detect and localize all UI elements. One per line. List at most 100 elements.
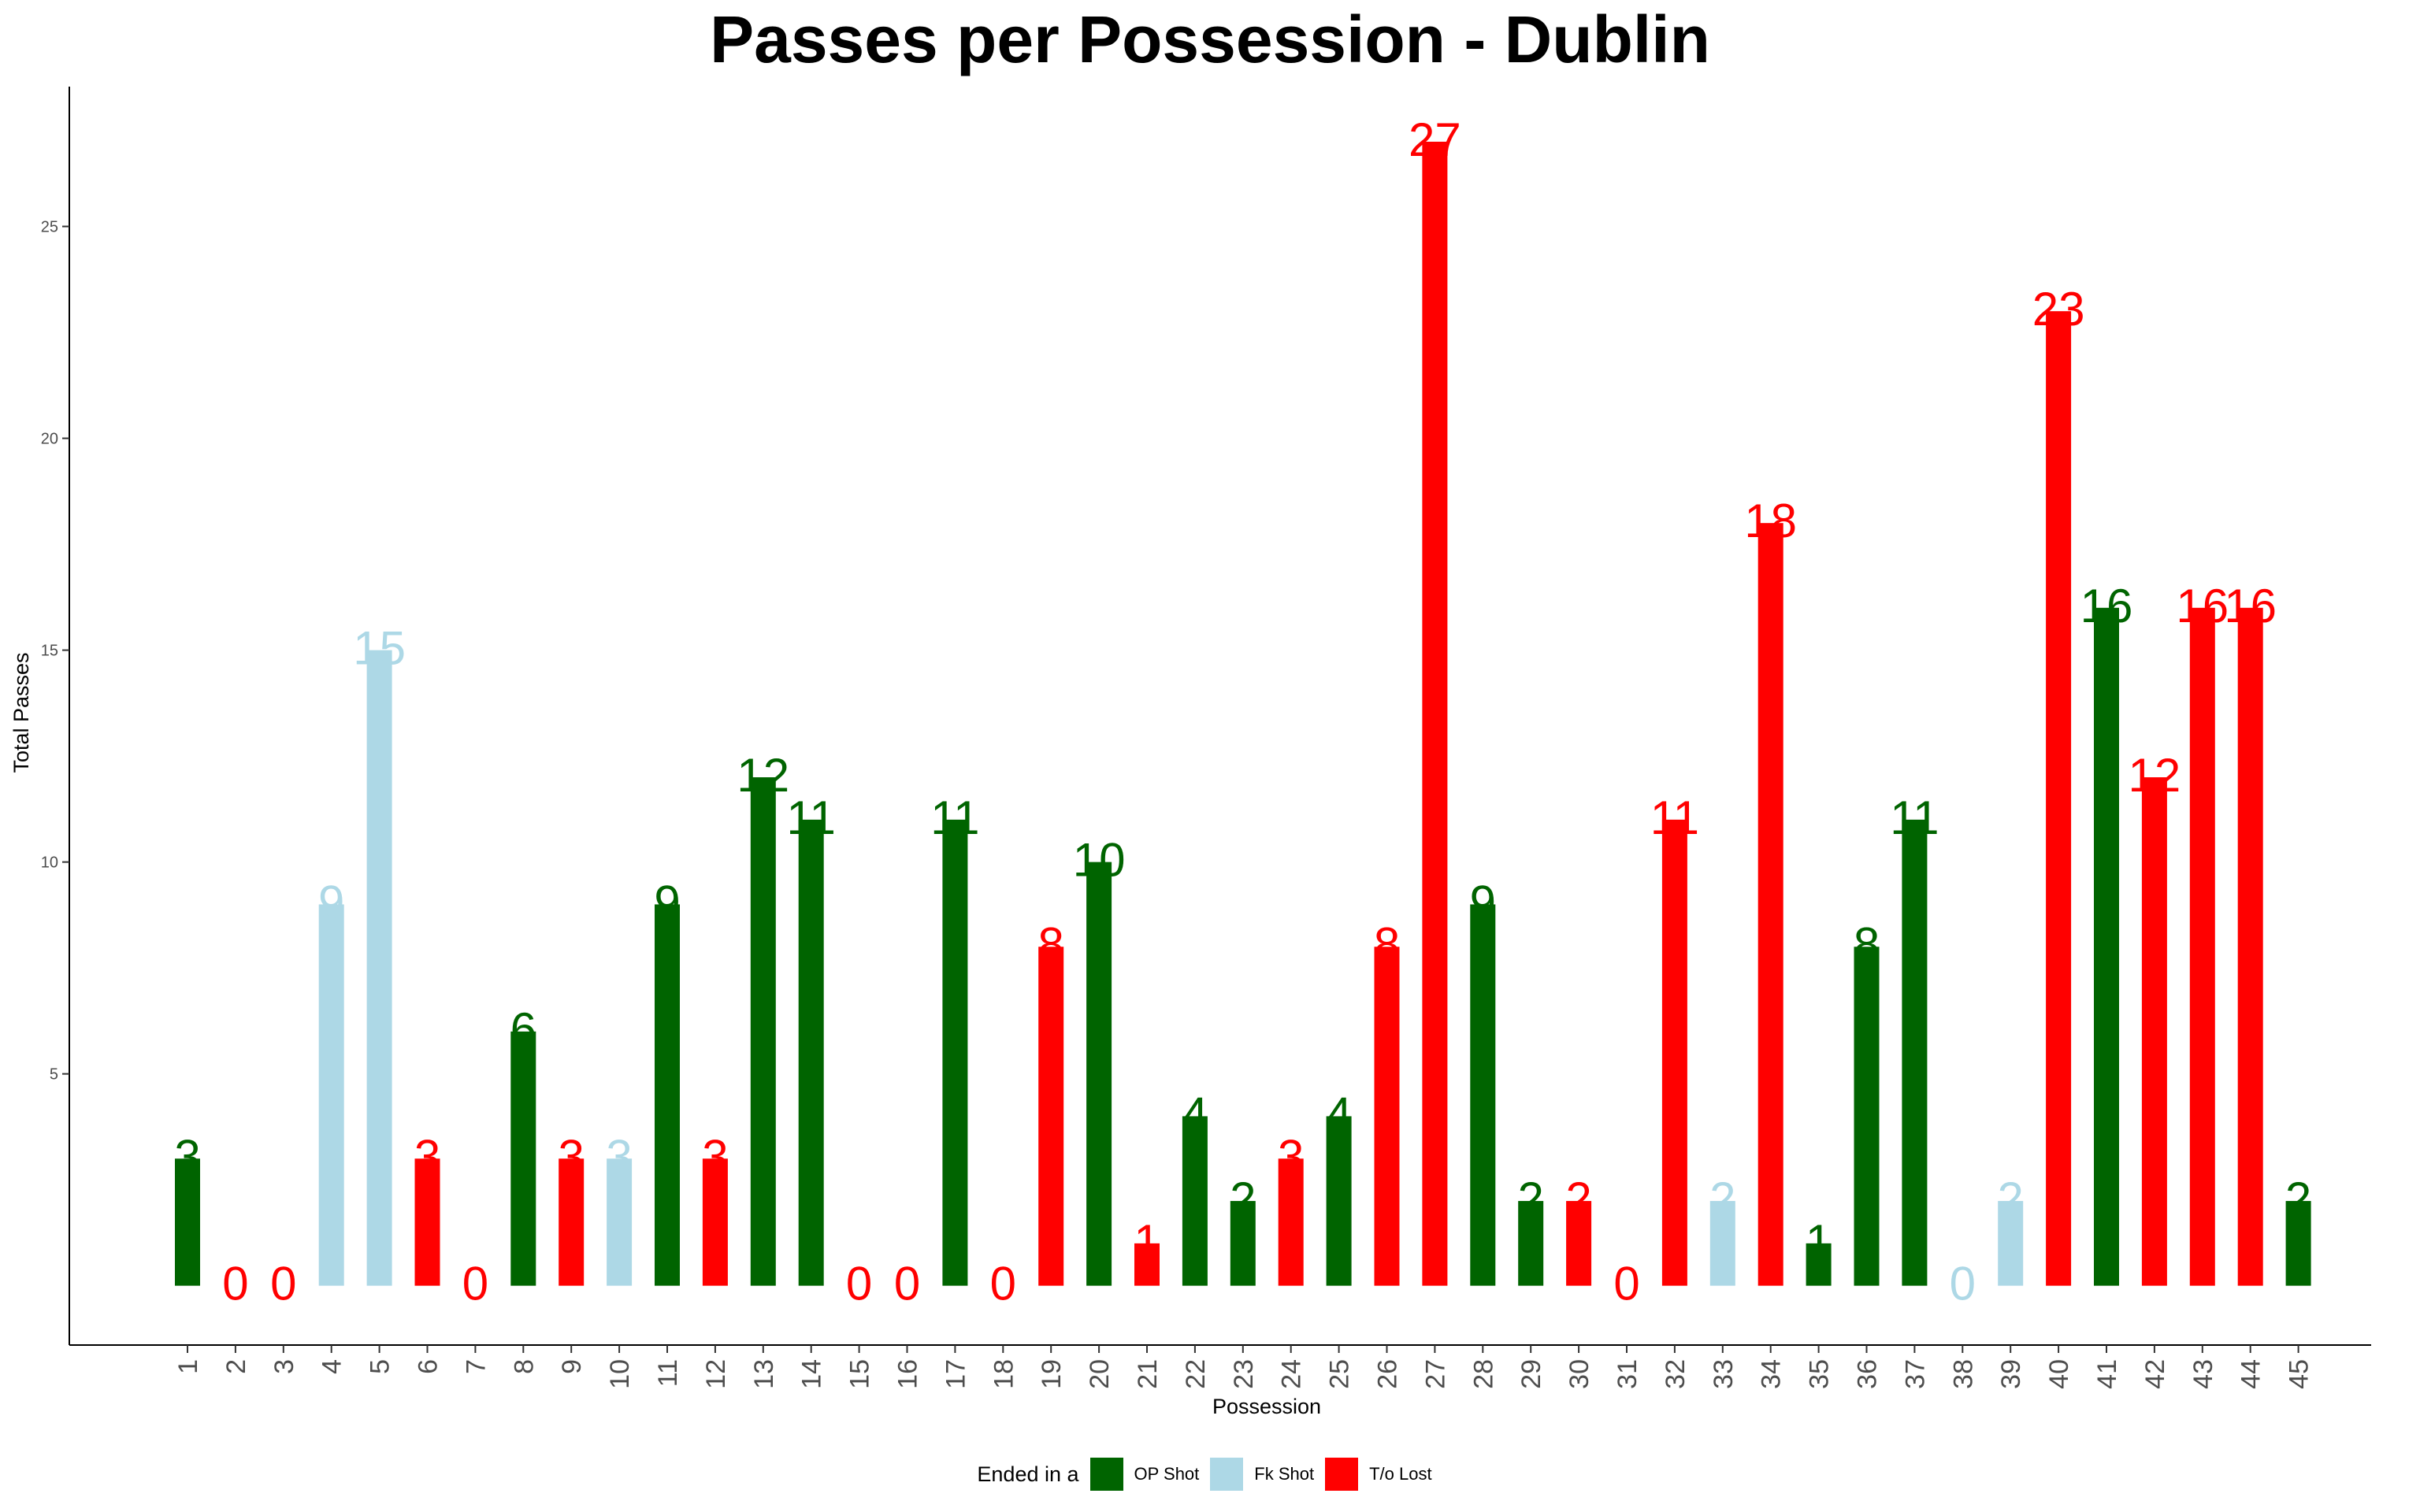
x-tick-label: 12 <box>701 1359 731 1389</box>
x-tick-label: 4 <box>317 1359 347 1374</box>
x-tick-label: 28 <box>1468 1359 1498 1389</box>
legend-swatch-op-shot <box>1089 1458 1123 1491</box>
y-tick-label: 5 <box>50 1066 58 1084</box>
bar <box>607 1158 633 1286</box>
legend-swatch-to-lost <box>1325 1458 1359 1491</box>
y-tick-label: 10 <box>41 854 58 872</box>
data-label: 11 <box>787 791 836 844</box>
x-tick-label: 39 <box>1996 1359 2026 1389</box>
data-label: 0 <box>894 1258 920 1310</box>
x-tick-label: 9 <box>557 1359 587 1374</box>
data-label: 2 <box>1565 1173 1591 1225</box>
legend-label-op-shot: OP Shot <box>1134 1464 1200 1484</box>
bar <box>2285 1201 2311 1286</box>
bar <box>366 650 392 1286</box>
bar <box>2141 777 2167 1286</box>
data-label: 11 <box>930 791 979 844</box>
x-tick-label: 19 <box>1037 1359 1067 1389</box>
legend-item-to-lost: T/o Lost <box>1325 1458 1432 1491</box>
x-tick-label: 43 <box>2188 1359 2218 1389</box>
bar <box>1470 904 1496 1286</box>
bar <box>2046 311 2072 1286</box>
bar <box>2094 607 2119 1286</box>
x-tick-label: 31 <box>1613 1359 1642 1389</box>
bar <box>559 1158 585 1286</box>
x-tick-label: 35 <box>1805 1359 1835 1389</box>
bar <box>942 819 968 1286</box>
bar <box>1661 819 1687 1286</box>
bar <box>175 1158 200 1286</box>
bar <box>1806 1243 1832 1286</box>
legend: Ended in a OP Shot Fk Shot T/o Lost <box>0 1454 2420 1495</box>
x-tick-label: 25 <box>1325 1359 1355 1389</box>
x-tick-label: 18 <box>989 1359 1019 1389</box>
data-label: 2 <box>2285 1173 2311 1225</box>
data-label: 6 <box>510 1003 536 1056</box>
data-label: 18 <box>1744 495 1797 547</box>
data-label: 9 <box>654 876 680 928</box>
legend-item-fk-shot: Fk Shot <box>1210 1458 1314 1491</box>
data-label: 3 <box>606 1130 632 1183</box>
data-label: 0 <box>222 1258 248 1310</box>
x-tick-label: 41 <box>2092 1359 2122 1389</box>
data-label: 11 <box>1890 791 1939 844</box>
bar <box>2189 607 2215 1286</box>
x-tick-label: 32 <box>1661 1359 1691 1389</box>
data-label: 11 <box>1650 791 1699 844</box>
bar <box>1134 1243 1160 1286</box>
x-tick-label: 2 <box>221 1359 251 1374</box>
x-tick-label: 38 <box>1948 1359 1978 1389</box>
x-axis-title: Possession <box>1212 1395 1321 1418</box>
data-label: 8 <box>1854 918 1880 971</box>
data-label: 27 <box>1409 113 1461 166</box>
bar <box>702 1158 728 1286</box>
x-tick-label: 27 <box>1420 1359 1450 1389</box>
data-label: 0 <box>846 1258 872 1310</box>
x-tick-label: 34 <box>1757 1359 1787 1389</box>
x-tick-label: 14 <box>797 1359 827 1389</box>
x-tick-label: 24 <box>1277 1359 1307 1389</box>
bar <box>1854 947 1880 1286</box>
x-tick-label: 15 <box>845 1359 875 1389</box>
data-label: 3 <box>174 1130 200 1183</box>
bar <box>1278 1158 1304 1286</box>
bar <box>655 904 680 1286</box>
data-label: 0 <box>270 1258 296 1310</box>
data-label: 0 <box>462 1258 488 1310</box>
data-label: 3 <box>414 1130 440 1183</box>
x-tick-label: 23 <box>1229 1359 1259 1389</box>
legend-item-op-shot: OP Shot <box>1089 1458 1200 1491</box>
y-tick-label: 25 <box>41 219 58 236</box>
data-label: 8 <box>1374 918 1400 971</box>
x-tick-label: 5 <box>366 1359 395 1374</box>
x-tick-label: 16 <box>893 1359 923 1389</box>
data-label: 4 <box>1182 1088 1208 1140</box>
bar <box>1230 1201 1256 1286</box>
data-label: 3 <box>702 1130 728 1183</box>
bar <box>1998 1201 2024 1286</box>
data-label: 0 <box>1950 1258 1976 1310</box>
x-tick-label: 40 <box>2044 1359 2074 1389</box>
bar <box>1518 1201 1544 1286</box>
x-tick-label: 22 <box>1181 1359 1211 1389</box>
data-label: 2 <box>1518 1173 1544 1225</box>
bar <box>510 1031 536 1286</box>
x-tick-label: 21 <box>1133 1359 1163 1389</box>
data-label: 10 <box>1073 834 1126 887</box>
bar <box>798 819 824 1286</box>
x-tick-label: 7 <box>461 1359 491 1374</box>
bar <box>1038 947 1064 1286</box>
data-label: 12 <box>2129 749 2181 802</box>
bar <box>1182 1116 1208 1286</box>
data-label: 9 <box>318 876 344 928</box>
bars <box>175 141 2311 1286</box>
data-label: 0 <box>990 1258 1016 1310</box>
data-label: 16 <box>2080 580 2133 632</box>
bar <box>1326 1116 1352 1286</box>
y-tick-label: 15 <box>41 643 58 660</box>
data-label: 3 <box>1278 1130 1304 1183</box>
x-tick-label: 6 <box>414 1359 444 1374</box>
x-tick-label: 37 <box>1900 1359 1930 1389</box>
